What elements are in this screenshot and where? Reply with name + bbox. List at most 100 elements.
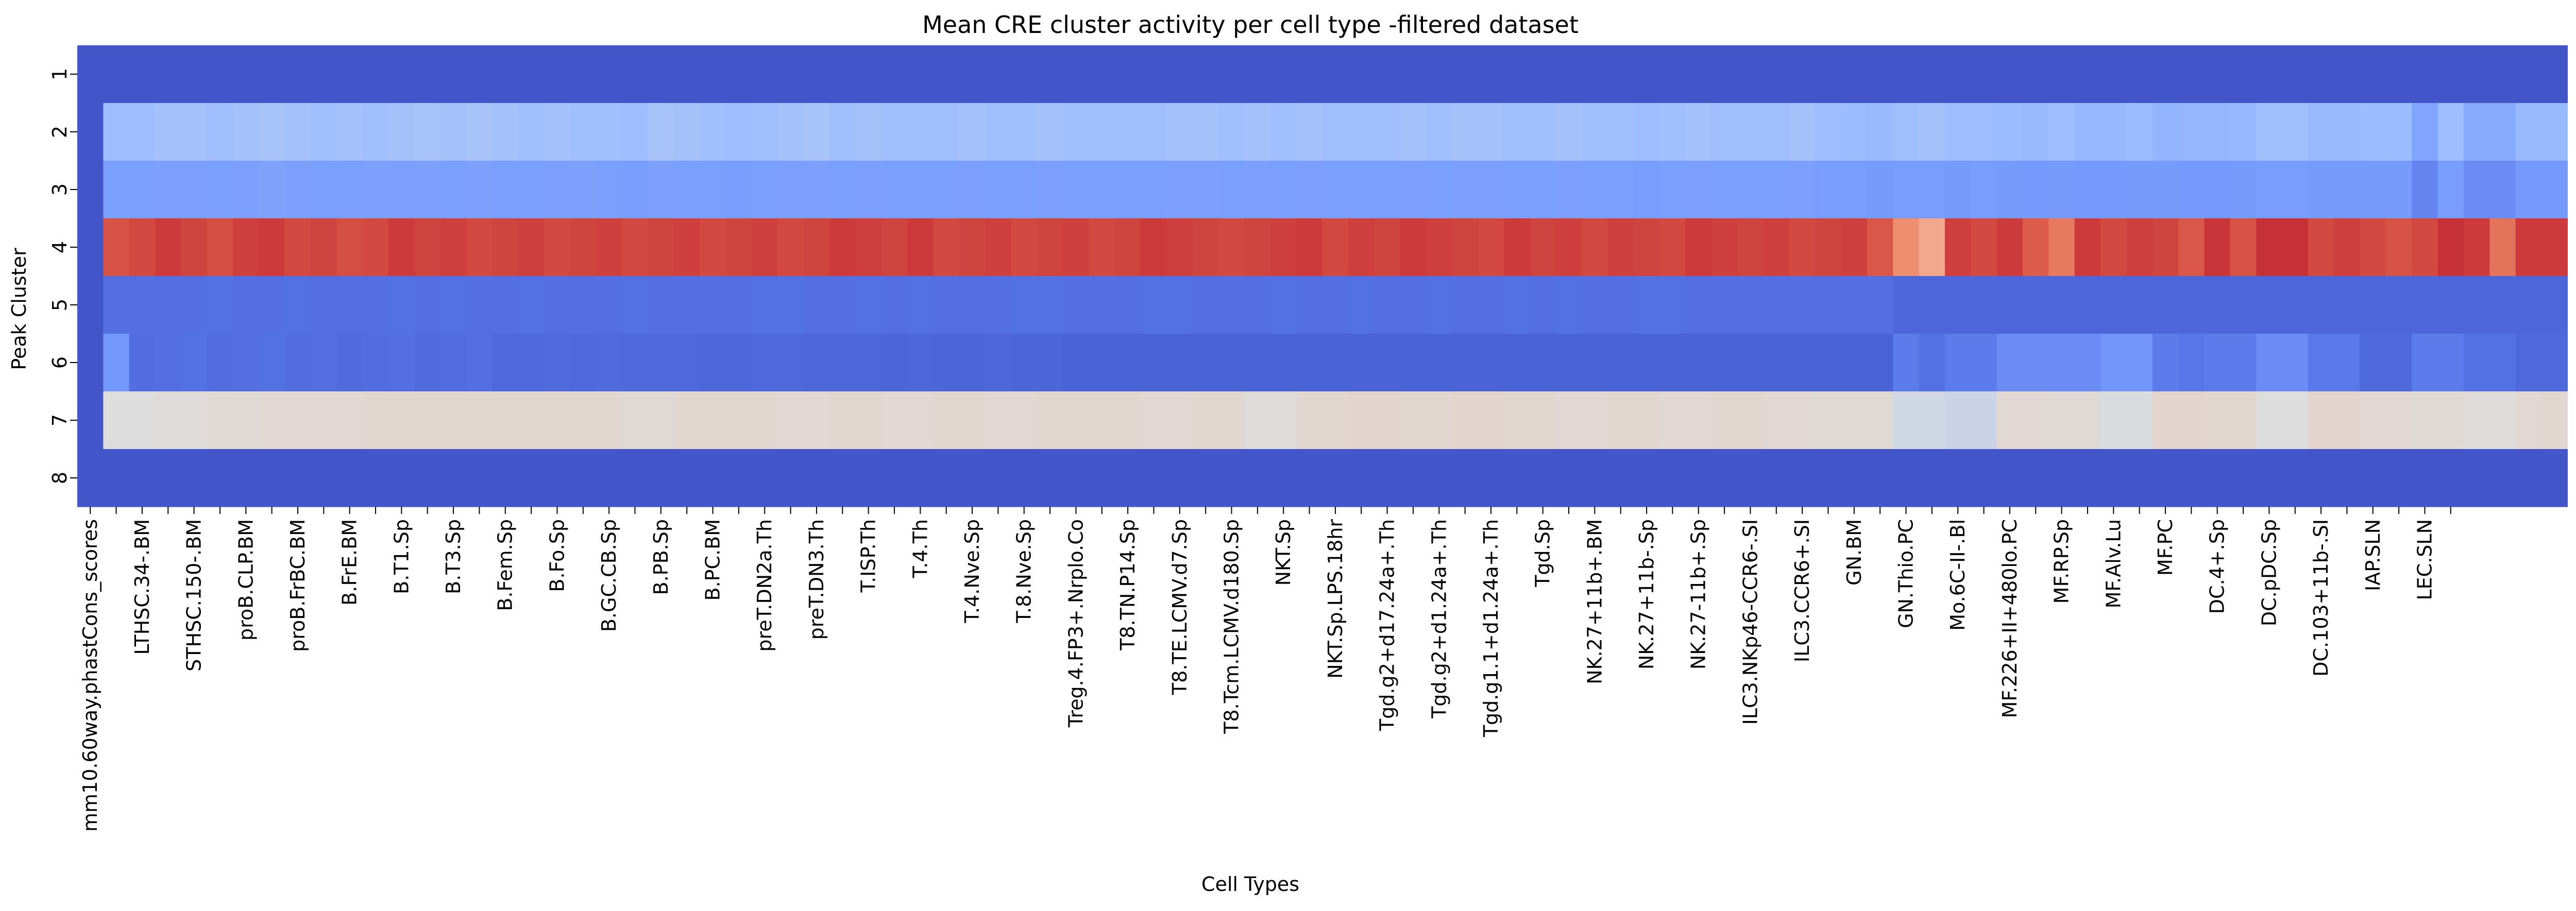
heatmap-cell <box>1063 161 1090 219</box>
heatmap-cell <box>1089 161 1115 219</box>
heatmap-cell <box>388 449 415 507</box>
heatmap-cell <box>414 391 441 450</box>
heatmap-cell <box>1893 45 1920 104</box>
heatmap-cell <box>2412 103 2438 161</box>
heatmap-cell <box>1037 391 1063 450</box>
heatmap-cell <box>2178 449 2205 507</box>
heatmap-cell <box>596 449 622 507</box>
heatmap-cell <box>1478 449 1504 507</box>
heatmap-cell <box>933 391 960 450</box>
y-tick-label: 1 <box>48 68 71 80</box>
heatmap-cell <box>1296 276 1323 334</box>
heatmap-cell <box>284 218 311 277</box>
chart-title: Mean CRE cluster activity per cell type … <box>922 11 1579 39</box>
heatmap-cell <box>2048 276 2075 334</box>
heatmap-cell <box>1555 276 1582 334</box>
heatmap-cell <box>259 45 285 104</box>
heatmap-cell <box>1789 103 1816 161</box>
heatmap-cell <box>233 218 260 277</box>
heatmap-cell <box>1141 45 1167 104</box>
heatmap-cell <box>1789 218 1816 277</box>
heatmap-cell <box>2230 276 2257 334</box>
y-tick-label: 2 <box>48 126 71 138</box>
heatmap-cell <box>570 161 597 219</box>
heatmap-cell <box>1089 103 1115 161</box>
heatmap-cell <box>336 161 363 219</box>
heatmap-cell <box>2385 161 2412 219</box>
heatmap-cell <box>2437 161 2464 219</box>
heatmap-cell <box>933 334 960 392</box>
heatmap-cell <box>440 103 467 161</box>
x-tick-label: Mo.6C-II-.Bl <box>1946 519 1969 631</box>
heatmap-cell <box>2152 449 2179 507</box>
heatmap-cell <box>1685 103 1712 161</box>
heatmap-cell <box>2515 334 2542 392</box>
heatmap-cell <box>1919 334 1945 392</box>
x-tick-label: B.PB.Sp <box>650 519 672 595</box>
heatmap-cell <box>2048 449 2075 507</box>
x-tick-label: B.GC.CB.Sp <box>598 519 620 632</box>
heatmap-cell <box>803 218 830 277</box>
heatmap-cell <box>1685 218 1712 277</box>
heatmap-cell <box>2385 103 2412 161</box>
heatmap-cell <box>1011 391 1038 450</box>
heatmap-cell <box>570 449 597 507</box>
heatmap-cell <box>440 449 467 507</box>
heatmap-cell <box>1582 45 1608 104</box>
x-tick-label: STHSC.150-.BM <box>183 519 206 672</box>
heatmap-cell <box>2464 45 2490 104</box>
heatmap-cell <box>414 103 441 161</box>
heatmap-cell <box>1374 45 1401 104</box>
heatmap-cell <box>648 161 674 219</box>
heatmap-cell <box>1685 449 1712 507</box>
heatmap-cell <box>103 334 130 392</box>
heatmap-cell <box>259 449 285 507</box>
heatmap-cell <box>2126 276 2153 334</box>
heatmap-cell <box>803 334 830 392</box>
heatmap-cell <box>207 276 233 334</box>
heatmap-cell <box>1867 218 1893 277</box>
x-axis-label: Cell Types <box>1201 873 1299 896</box>
heatmap-cell <box>1478 391 1504 450</box>
heatmap-cell <box>181 161 208 219</box>
heatmap-cell <box>2489 103 2516 161</box>
heatmap-cell <box>1867 276 1893 334</box>
heatmap-cell <box>1737 45 1764 104</box>
y-tick-label: 6 <box>48 356 71 369</box>
heatmap-cell <box>2308 45 2334 104</box>
heatmap-cell <box>2023 161 2049 219</box>
heatmap-cell <box>1659 161 1686 219</box>
heatmap-cell <box>284 103 311 161</box>
heatmap-cell <box>2100 45 2127 104</box>
heatmap-cell <box>1919 218 1945 277</box>
heatmap-cell <box>1089 449 1115 507</box>
heatmap-cell <box>492 449 519 507</box>
heatmap-cell <box>284 449 311 507</box>
y-tick-label: 3 <box>48 183 71 196</box>
heatmap-cell <box>207 161 233 219</box>
heatmap-cell <box>1322 218 1349 277</box>
heatmap-cell <box>855 449 882 507</box>
heatmap-cell <box>855 391 882 450</box>
x-tick-label: NK.27-11b+.Sp <box>1687 519 1710 669</box>
heatmap-cell <box>1530 161 1556 219</box>
heatmap-cell <box>2282 334 2309 392</box>
heatmap-cell <box>2308 218 2334 277</box>
x-tick-label: T.4.Nve.Sp <box>961 519 984 624</box>
heatmap-cell <box>2074 218 2101 277</box>
heatmap-cell <box>2152 391 2179 450</box>
heatmap-cell <box>1218 449 1245 507</box>
heatmap-cell <box>1582 103 1608 161</box>
heatmap-cell <box>1374 276 1401 334</box>
heatmap-cell <box>388 334 415 392</box>
heatmap-cell <box>414 334 441 392</box>
heatmap-cell <box>1841 276 1868 334</box>
y-tick-label: 8 <box>48 472 71 484</box>
heatmap-cell <box>2023 218 2049 277</box>
heatmap-cell <box>596 103 622 161</box>
heatmap-cell <box>2023 103 2049 161</box>
heatmap-cell <box>2308 161 2334 219</box>
heatmap-cell <box>336 45 363 104</box>
heatmap-cell <box>674 334 700 392</box>
heatmap-cell <box>1633 334 1660 392</box>
